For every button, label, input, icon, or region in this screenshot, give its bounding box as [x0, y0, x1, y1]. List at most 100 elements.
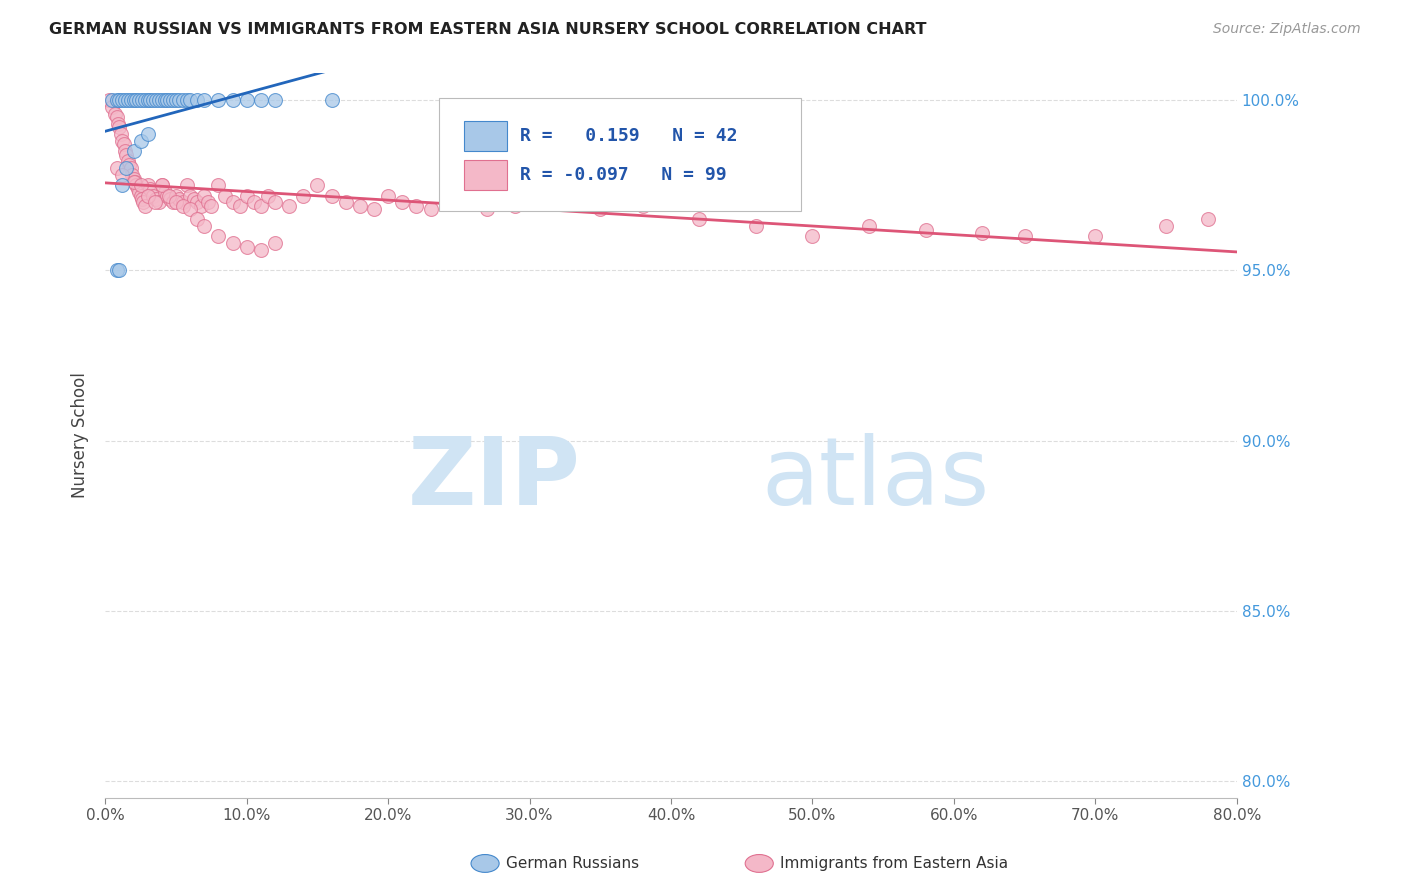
Point: [111, 168, 134, 182]
Point: [107, 117, 129, 131]
Point: [172, 195, 194, 210]
Point: [134, 93, 156, 107]
Point: [335, 195, 357, 210]
Point: [377, 188, 399, 202]
Point: [128, 93, 150, 107]
Text: ZIP: ZIP: [408, 433, 581, 525]
Point: [207, 178, 229, 193]
Point: [101, 100, 124, 114]
Point: [134, 199, 156, 213]
Point: [120, 161, 142, 176]
Point: [505, 199, 527, 213]
Point: [136, 128, 159, 142]
Point: [165, 188, 187, 202]
Point: [914, 222, 936, 236]
Point: [129, 134, 152, 148]
Point: [139, 182, 162, 196]
Point: [136, 188, 159, 202]
Point: [143, 195, 166, 210]
Point: [145, 93, 167, 107]
Point: [136, 178, 159, 193]
Point: [122, 175, 145, 189]
Point: [249, 199, 271, 213]
Y-axis label: Nursery School: Nursery School: [72, 373, 89, 499]
Point: [129, 178, 152, 193]
Point: [179, 93, 201, 107]
Point: [153, 185, 176, 199]
Text: R =   0.159   N = 42: R = 0.159 N = 42: [520, 127, 738, 145]
Point: [127, 182, 149, 196]
Point: [186, 93, 208, 107]
Point: [104, 107, 127, 121]
Point: [142, 93, 165, 107]
Point: [121, 168, 143, 182]
Point: [292, 188, 315, 202]
Point: [112, 137, 135, 152]
Point: [176, 178, 198, 193]
Point: [419, 202, 441, 216]
Point: [589, 202, 612, 216]
Point: [111, 134, 134, 148]
FancyBboxPatch shape: [439, 98, 801, 211]
Point: [447, 195, 470, 210]
Point: [167, 192, 190, 206]
Point: [858, 219, 880, 234]
Point: [186, 195, 208, 210]
Point: [745, 219, 768, 234]
Point: [321, 188, 343, 202]
Point: [150, 178, 173, 193]
Point: [193, 93, 215, 107]
Point: [165, 93, 187, 107]
Point: [221, 195, 243, 210]
Point: [228, 199, 250, 213]
Point: [101, 93, 124, 107]
Point: [221, 236, 243, 251]
Point: [148, 195, 170, 210]
Point: [124, 175, 146, 189]
Point: [186, 212, 208, 227]
Point: [117, 93, 139, 107]
Text: Source: ZipAtlas.com: Source: ZipAtlas.com: [1213, 22, 1361, 37]
FancyBboxPatch shape: [464, 160, 508, 191]
Point: [235, 188, 257, 202]
Point: [128, 185, 150, 199]
Point: [150, 178, 173, 193]
Point: [125, 178, 148, 193]
Point: [688, 212, 710, 227]
Text: R = -0.097   N = 99: R = -0.097 N = 99: [520, 166, 727, 185]
Point: [105, 161, 128, 176]
Point: [136, 93, 159, 107]
Point: [249, 93, 271, 107]
Point: [475, 202, 498, 216]
Point: [214, 188, 236, 202]
Point: [150, 93, 173, 107]
Text: GERMAN RUSSIAN VS IMMIGRANTS FROM EASTERN ASIA NURSERY SCHOOL CORRELATION CHART: GERMAN RUSSIAN VS IMMIGRANTS FROM EASTER…: [49, 22, 927, 37]
Point: [159, 93, 181, 107]
Point: [153, 93, 176, 107]
Text: Immigrants from Eastern Asia: Immigrants from Eastern Asia: [780, 856, 1008, 871]
Point: [207, 93, 229, 107]
Point: [547, 195, 569, 210]
Point: [139, 93, 162, 107]
Point: [105, 263, 128, 277]
Text: atlas: atlas: [762, 433, 990, 525]
Point: [162, 93, 184, 107]
Point: [159, 192, 181, 206]
Text: German Russians: German Russians: [506, 856, 640, 871]
Point: [114, 93, 136, 107]
Point: [221, 93, 243, 107]
Point: [207, 229, 229, 244]
Point: [118, 158, 141, 172]
Point: [197, 195, 219, 210]
Point: [179, 188, 201, 202]
Point: [120, 93, 142, 107]
Point: [631, 199, 654, 213]
Point: [111, 178, 134, 193]
Point: [391, 195, 413, 210]
Point: [1198, 212, 1220, 227]
Point: [162, 195, 184, 210]
Point: [108, 93, 131, 107]
Point: [321, 93, 343, 107]
Point: [131, 192, 153, 206]
Point: [148, 93, 170, 107]
